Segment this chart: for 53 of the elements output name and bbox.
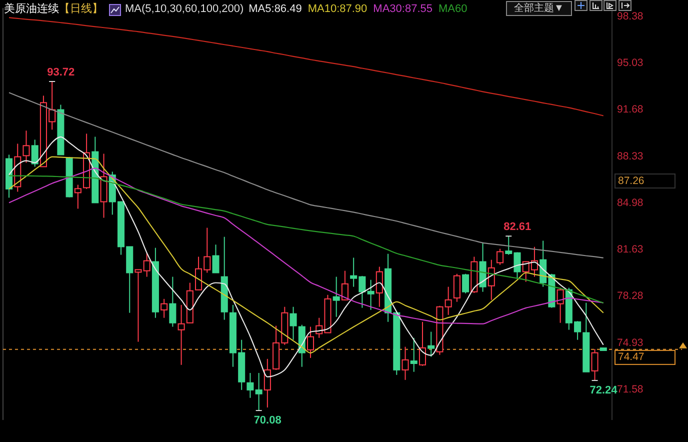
y-tick-label: 74.93	[617, 336, 644, 349]
annotation: MA(5,10,30,60,100,200)	[125, 2, 244, 17]
candlestick	[496, 248, 504, 266]
candlestick	[22, 130, 30, 164]
candlestick	[31, 139, 38, 168]
candlestick	[306, 326, 314, 358]
candlestick	[212, 244, 220, 274]
candlestick	[418, 321, 426, 366]
text: MA5:86.49	[248, 2, 302, 17]
chart-title: 美原油连续	[4, 2, 59, 17]
candlestick	[143, 252, 150, 278]
candlestick	[134, 269, 142, 342]
y-tick-label: 88.33	[617, 150, 644, 162]
text: 87.26	[618, 174, 644, 187]
candlestick	[410, 337, 418, 372]
candlestick	[332, 276, 340, 318]
candlestick	[264, 358, 271, 408]
candlestick	[74, 184, 82, 210]
annotation: 82.61	[504, 221, 532, 234]
text: MA60	[438, 2, 468, 17]
chart-subtitle: 【日线】	[59, 2, 103, 17]
candlestick	[462, 273, 470, 294]
annotation: 全部主题▼	[506, 1, 572, 16]
y-tick-label: 91.68	[617, 104, 644, 116]
y-tick-label: 81.63	[617, 244, 644, 256]
line-series	[8, 92, 604, 258]
y-tick-label: 84.98	[617, 196, 644, 209]
candlestick	[367, 279, 374, 310]
candlestick	[255, 372, 262, 412]
annotation: 70.08	[254, 414, 282, 427]
candlestick	[376, 266, 383, 308]
y-tick-label: 95.03	[617, 57, 644, 70]
candlestick	[178, 304, 185, 366]
candlestick	[428, 331, 435, 358]
candlestick	[246, 372, 254, 398]
y-tick-label: 78.28	[617, 290, 644, 302]
y-tick-label: 98.38	[617, 10, 644, 22]
candlestick	[341, 270, 348, 301]
text: MA30:87.55	[373, 2, 432, 17]
candlestick	[556, 287, 564, 324]
line-series	[8, 17, 604, 116]
candlestick	[591, 348, 598, 381]
candlestick	[169, 276, 176, 328]
candlestick	[453, 273, 460, 302]
annotation: 72.24	[590, 384, 618, 396]
candlestick	[402, 346, 409, 380]
annotation: 93.72	[47, 66, 75, 78]
text: MA10:87.90	[308, 2, 368, 17]
candlestick	[160, 298, 168, 318]
candlestick	[444, 286, 452, 316]
y-tick-label: 71.58	[617, 383, 644, 396]
ref-line-label: 74.47	[618, 351, 644, 364]
line-series	[8, 168, 604, 324]
